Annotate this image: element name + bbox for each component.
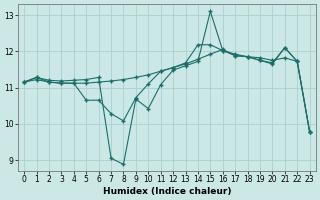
X-axis label: Humidex (Indice chaleur): Humidex (Indice chaleur) bbox=[103, 187, 231, 196]
